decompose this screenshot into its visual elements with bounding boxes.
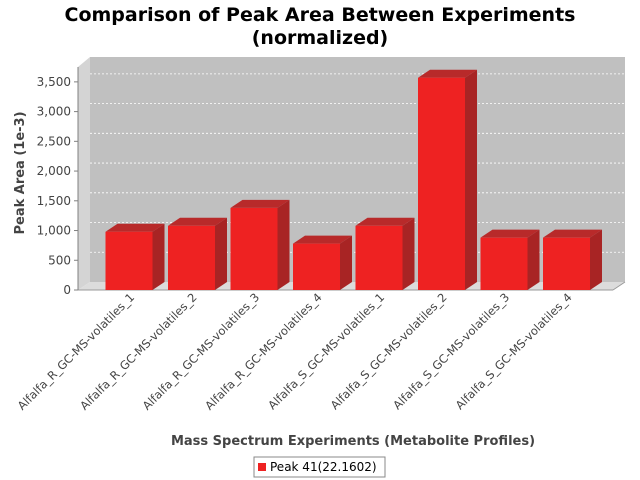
bar bbox=[105, 223, 165, 290]
bar-top-face bbox=[418, 69, 477, 78]
bar-side-face bbox=[465, 69, 477, 290]
y-tick-label: 3,000 bbox=[37, 105, 71, 119]
chart-title: Comparison of Peak Area Between Experime… bbox=[0, 4, 640, 50]
bar bbox=[355, 217, 415, 290]
bar-side-face bbox=[402, 217, 415, 290]
x-tick-label: Alfalfa_R_GC-MS-volatiles_2 bbox=[77, 290, 199, 412]
y-tick-label: 3,500 bbox=[37, 75, 71, 89]
x-axis-ticks: Alfalfa_R_GC-MS-volatiles_1Alfalfa_R_GC-… bbox=[15, 290, 575, 412]
bars bbox=[105, 69, 602, 290]
bar-side-face bbox=[340, 235, 352, 290]
bar-front-face bbox=[418, 77, 465, 290]
legend-label: Peak 41(22.1602) bbox=[270, 460, 377, 474]
bar bbox=[543, 229, 602, 290]
bar-side-face bbox=[277, 199, 290, 290]
y-tick-label: 1,000 bbox=[37, 224, 71, 238]
chart-title-line-1: Comparison of Peak Area Between Experime… bbox=[64, 4, 576, 26]
bar bbox=[230, 199, 290, 290]
bar-top-face bbox=[168, 217, 227, 226]
bar-front-face bbox=[543, 237, 590, 290]
bar-front-face bbox=[480, 237, 528, 290]
bar-side-face bbox=[215, 217, 227, 290]
plot-back-edge bbox=[612, 281, 626, 291]
y-tick-label: 2,500 bbox=[37, 134, 71, 148]
legend-swatch bbox=[258, 463, 266, 471]
plot-left-wall bbox=[78, 57, 90, 290]
x-tick-label: Alfalfa_R_GC-MS-volatiles_4 bbox=[202, 290, 324, 412]
bar-front-face bbox=[168, 225, 215, 290]
bar-top-face bbox=[480, 229, 540, 238]
bar-front-face bbox=[105, 231, 153, 290]
y-tick-label: 500 bbox=[48, 253, 71, 267]
chart-title-line-2: (normalized) bbox=[251, 27, 389, 49]
bar-top-face bbox=[293, 235, 352, 244]
bar-side-face bbox=[152, 223, 165, 290]
bar bbox=[480, 229, 540, 290]
y-tick-label: 2,000 bbox=[37, 164, 71, 178]
bar-top-face bbox=[230, 199, 290, 208]
y-tick-label: 1,500 bbox=[37, 194, 71, 208]
bar bbox=[293, 235, 352, 290]
bar-side-face bbox=[590, 229, 602, 290]
bar bbox=[168, 217, 227, 290]
y-axis-label: Peak Area (1e-3) bbox=[13, 111, 28, 234]
legend-box bbox=[253, 456, 386, 478]
x-tick-label: Alfalfa_S_GC-MS-volatiles_3 bbox=[390, 290, 512, 412]
bar-front-face bbox=[355, 225, 403, 290]
bar-top-face bbox=[543, 229, 602, 238]
bar-side-face bbox=[527, 229, 540, 290]
bar-top-face bbox=[355, 217, 415, 226]
x-axis-label: Mass Spectrum Experiments (Metabolite Pr… bbox=[171, 434, 535, 449]
bar bbox=[418, 69, 477, 290]
x-tick-label: Alfalfa_S_GC-MS-volatiles_2 bbox=[328, 290, 450, 412]
x-tick-label: Alfalfa_S_GC-MS-volatiles_1 bbox=[265, 290, 387, 412]
x-tick-label: Alfalfa_R_GC-MS-volatiles_1 bbox=[15, 290, 137, 412]
y-tick-label: 0 bbox=[63, 283, 71, 297]
x-tick-label: Alfalfa_S_GC-MS-volatiles_4 bbox=[453, 290, 575, 412]
bar-front-face bbox=[293, 243, 340, 290]
x-tick-label: Alfalfa_R_GC-MS-volatiles_3 bbox=[140, 290, 262, 412]
bar-top-face bbox=[105, 223, 165, 232]
bar-front-face bbox=[230, 207, 278, 290]
legend: Peak 41(22.1602) bbox=[253, 456, 386, 478]
y-axis-ticks: 0 500 1,000 1,500 2,000 2,500 3,000 3,500 bbox=[37, 75, 78, 297]
